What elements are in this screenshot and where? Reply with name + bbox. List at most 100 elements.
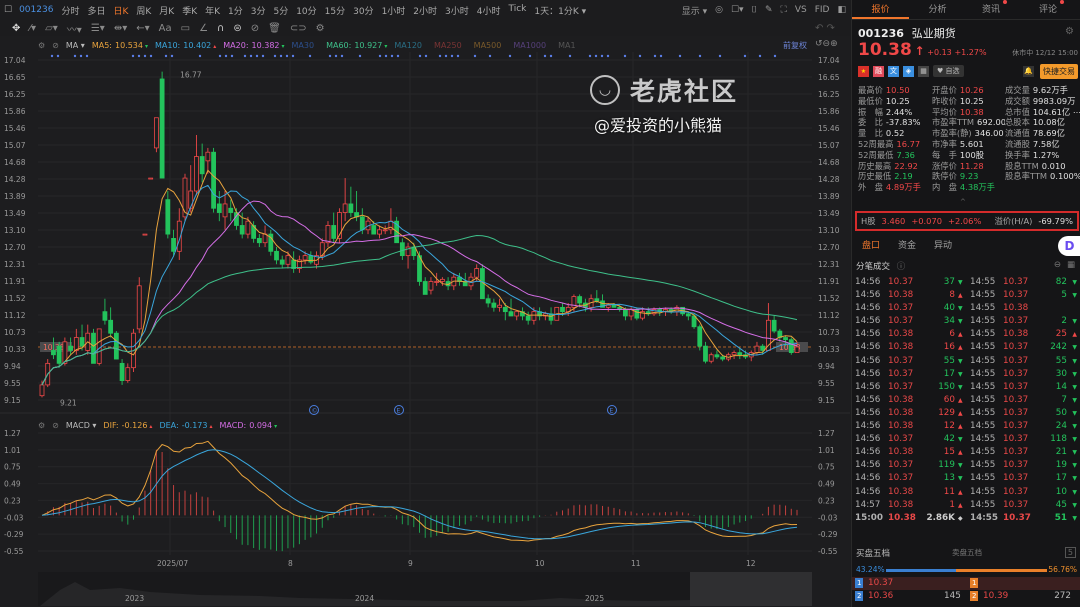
candle[interactable] [194,134,199,196]
candle[interactable] [136,277,142,334]
h-share-box[interactable]: H股 3.460 +0.070 +2.06% 溢价(H/A) -69.79% [855,211,1079,231]
indicator-item[interactable]: MA250 [434,41,467,50]
lock-icon[interactable]: ⊜ [233,22,242,34]
candle[interactable] [239,212,245,239]
ma-select[interactable]: MA ▾ [65,40,85,50]
candle[interactable] [337,208,342,243]
hide-icon[interactable]: ⊘ [52,40,59,50]
collapse-icon[interactable]: ⊖ [1053,260,1061,270]
macd-select[interactable]: MACD ▾ [65,420,97,430]
indicator-item[interactable]: MA120 [394,41,427,50]
text-icon[interactable]: 文 [888,65,899,77]
fullscreen-icon[interactable]: ⛶ [780,5,787,15]
candle[interactable] [51,337,56,360]
candle[interactable] [377,225,382,239]
event-dot[interactable] [224,54,228,58]
measure-tool-icon[interactable]: ⇹▾ [113,22,128,34]
event-dot[interactable] [508,54,512,58]
event-dot[interactable] [131,54,135,58]
event-dot[interactable] [198,54,202,58]
event-dot[interactable] [773,54,777,58]
target-icon[interactable]: ◎ [715,5,723,15]
period-tab[interactable]: 4小时 [476,6,501,17]
settings-icon[interactable]: ⚙ [315,22,325,34]
indicator-item[interactable]: DIF: -0.126 ▴ [103,421,152,430]
panel-tab[interactable]: 报价 [852,0,909,19]
period-tab[interactable]: 3小时 [445,6,469,17]
link-icon[interactable]: ⊂⊃ [289,22,307,34]
detail-tab[interactable]: 异动 [934,241,953,251]
event-dot[interactable] [85,54,89,58]
detail-tab[interactable]: 盘口 [862,241,881,251]
magnet-icon[interactable]: ∩ [217,22,225,34]
settings-icon[interactable]: ⚙ [38,420,46,430]
candle[interactable] [525,311,531,325]
frame-icon[interactable]: ☐▾ [730,5,744,15]
event-dot[interactable] [384,54,388,58]
event-dot[interactable] [568,54,572,58]
event-dot[interactable] [450,54,454,58]
candle[interactable] [153,117,159,153]
candle[interactable] [39,380,45,398]
event-dot[interactable] [743,54,747,58]
period-tab[interactable]: Tick [508,3,527,14]
candle[interactable] [148,177,154,180]
period-tab[interactable]: 15分 [324,6,346,17]
period-tab[interactable]: 1小时 [381,6,406,17]
candle[interactable] [73,328,79,355]
indicator-item[interactable]: MA5: 10.534 ▾ [92,41,148,50]
assistant-float-icon[interactable]: D [1058,236,1080,256]
event-dot[interactable] [79,54,83,58]
candle[interactable] [268,229,274,256]
indicator-item[interactable]: MA10: 10.402 ▴ [155,41,216,50]
event-dot[interactable] [543,54,547,58]
event-dot[interactable] [334,54,338,58]
vs-button[interactable]: VS [794,5,807,15]
candle[interactable] [216,191,222,222]
fid-button[interactable]: FID [814,5,830,15]
time-navigator[interactable]: 2023 2024 2025 [38,572,812,606]
event-dot[interactable] [418,54,422,58]
period-tab[interactable]: 10分 [296,6,317,17]
adjust-select[interactable]: 前复权 [783,41,807,50]
event-dot[interactable] [718,54,722,58]
candle[interactable] [296,255,302,273]
text-tool-icon[interactable]: Aa [158,22,172,34]
candle[interactable] [211,147,216,213]
period-tab[interactable]: 季K [182,6,198,17]
candle[interactable] [188,165,194,213]
candle[interactable] [165,191,171,239]
bell-icon[interactable]: 🔔 [1023,66,1034,77]
settings-icon[interactable]: ⚙ [38,40,46,50]
candle[interactable] [102,298,108,325]
event-dot[interactable] [444,54,448,58]
period-tab[interactable]: 分时 [61,6,80,17]
candle[interactable] [256,234,262,248]
candle[interactable] [119,359,125,385]
event-dot[interactable] [137,54,141,58]
event-dot[interactable] [623,54,627,58]
book-row[interactable]: 2 10.36 145 2 10.39 272 [852,590,1080,603]
watchlist-button[interactable]: ♥ 自选 [933,65,964,77]
trash-icon[interactable]: 🗑 [268,22,281,34]
candle[interactable] [245,216,251,239]
candle[interactable] [325,221,331,248]
kline-chart[interactable]: 17.04 17.04 16.65 16.65 16.25 16.25 15.86 15.86… [0,0,850,607]
event-dot[interactable] [456,54,460,58]
candle[interactable] [771,315,777,334]
event-dot[interactable] [549,54,553,58]
period-tab[interactable]: 30分 [353,6,374,17]
event-markers[interactable] [50,54,777,58]
candle[interactable] [56,341,62,368]
candle[interactable] [142,233,148,236]
candle[interactable] [228,199,234,222]
candle[interactable] [79,324,85,351]
event-dot[interactable] [594,54,598,58]
candle[interactable] [68,337,73,355]
event-dot[interactable] [308,54,312,58]
candle[interactable] [199,143,205,183]
candle[interactable] [96,328,102,366]
hide-icon[interactable]: ⊘ [250,22,260,34]
candle[interactable] [342,178,348,222]
event-dot[interactable] [230,54,234,58]
